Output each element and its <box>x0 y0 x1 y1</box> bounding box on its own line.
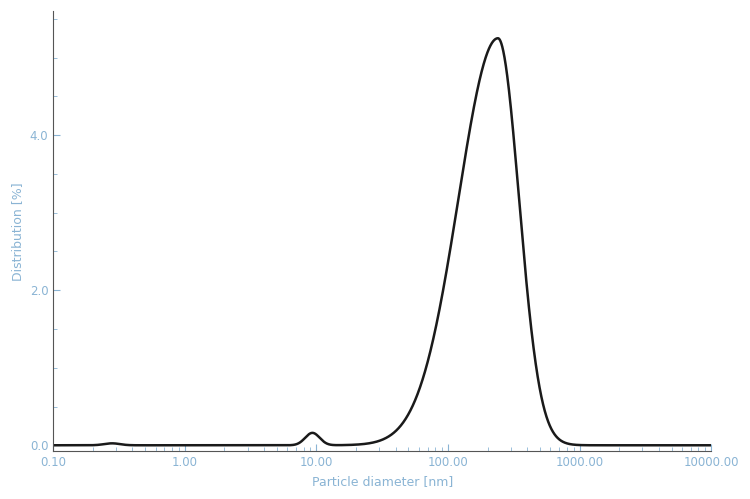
X-axis label: Particle diameter [nm]: Particle diameter [nm] <box>311 475 453 488</box>
Y-axis label: Distribution [%]: Distribution [%] <box>11 182 24 280</box>
